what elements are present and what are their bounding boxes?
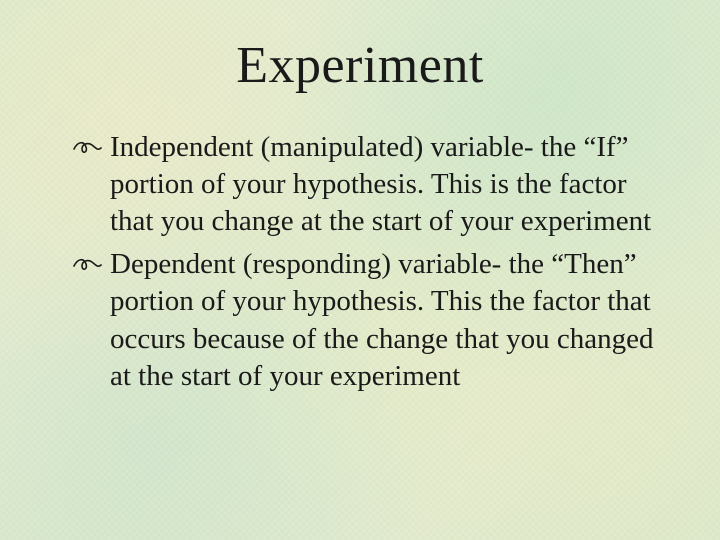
curly-loop-icon (72, 135, 102, 159)
slide-title: Experiment (58, 36, 662, 95)
list-item: Independent (manipulated) variable- the … (76, 129, 662, 240)
bullet-text: Independent (manipulated) variable- the … (110, 131, 651, 237)
list-item: Dependent (responding) variable- the “Th… (76, 246, 662, 394)
bullet-text: Dependent (responding) variable- the “Th… (110, 248, 654, 391)
curly-loop-icon (72, 252, 102, 276)
slide: Experiment Independent (manipulated) var… (0, 0, 720, 540)
bullet-list: Independent (manipulated) variable- the … (58, 129, 662, 395)
